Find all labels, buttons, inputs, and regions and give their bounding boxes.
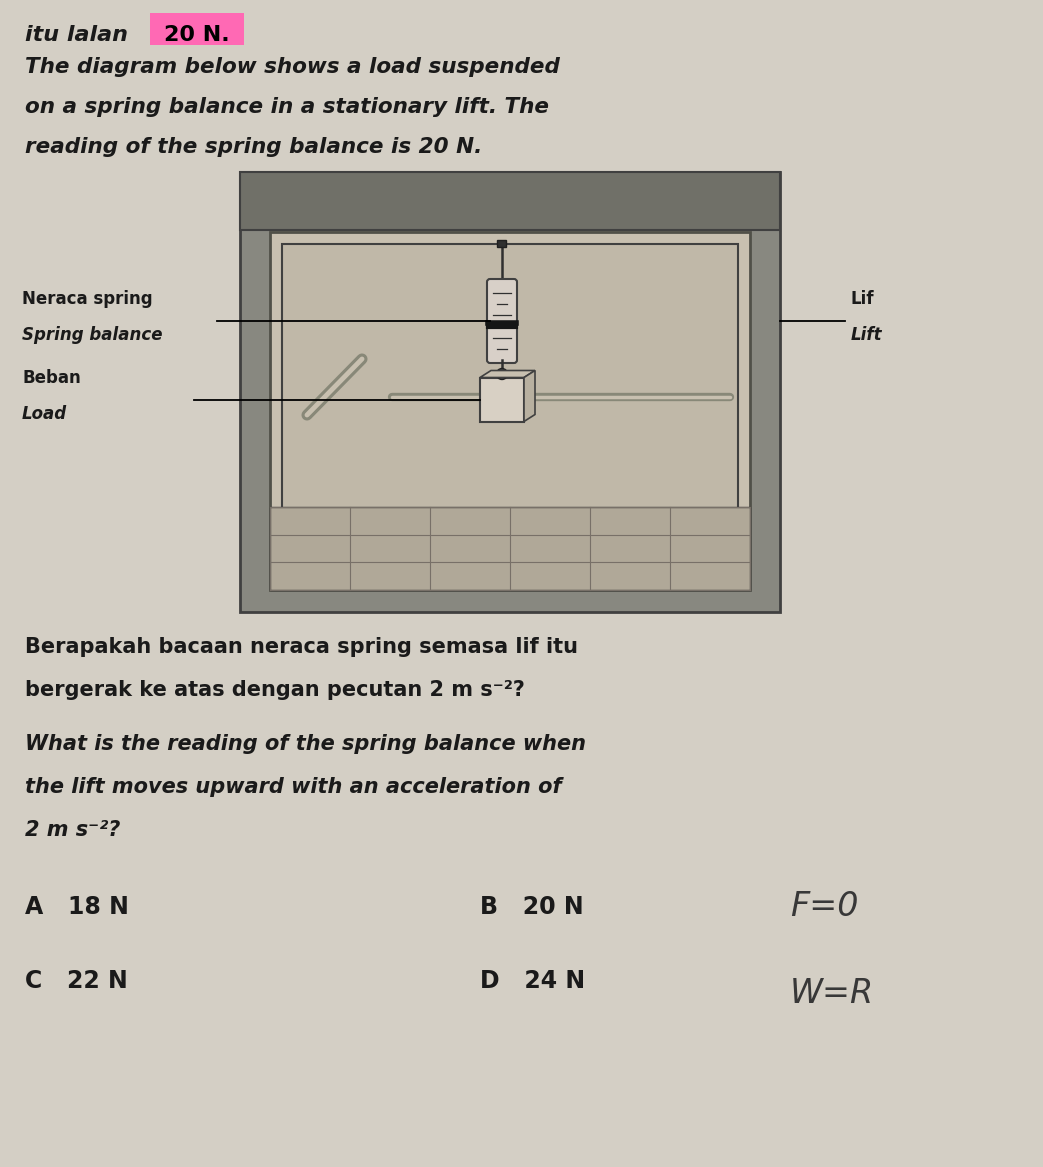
Text: C   22 N: C 22 N: [25, 969, 127, 993]
Text: Lif: Lif: [851, 291, 874, 308]
Text: A   18 N: A 18 N: [25, 895, 129, 918]
Bar: [240, 172, 780, 612]
FancyBboxPatch shape: [150, 13, 244, 46]
Text: Lift: Lift: [851, 326, 882, 344]
Text: D   24 N: D 24 N: [480, 969, 585, 993]
Text: W=R: W=R: [790, 977, 874, 1009]
Text: Berapakah bacaan neraca spring semasa lif itu: Berapakah bacaan neraca spring semasa li…: [25, 637, 578, 657]
Text: on a spring balance in a stationary lift. The: on a spring balance in a stationary lift…: [25, 97, 549, 117]
Text: 2 m s⁻²?: 2 m s⁻²?: [25, 820, 120, 840]
Text: F=0: F=0: [790, 890, 858, 923]
Polygon shape: [480, 370, 535, 377]
Text: The diagram below shows a load suspended: The diagram below shows a load suspended: [25, 57, 560, 77]
Text: Load: Load: [22, 405, 67, 422]
Text: Neraca spring: Neraca spring: [22, 291, 152, 308]
Bar: [270, 232, 750, 591]
Polygon shape: [524, 370, 535, 421]
Bar: [498, 240, 507, 247]
Bar: [270, 506, 750, 591]
Circle shape: [496, 369, 508, 379]
Text: B   20 N: B 20 N: [480, 895, 584, 918]
Bar: [282, 244, 738, 578]
Text: Beban: Beban: [22, 369, 80, 386]
Text: reading of the spring balance is 20 N.: reading of the spring balance is 20 N.: [25, 137, 482, 158]
Text: bergerak ke atas dengan pecutan 2 m s⁻²?: bergerak ke atas dengan pecutan 2 m s⁻²?: [25, 680, 525, 700]
FancyBboxPatch shape: [487, 279, 517, 363]
Bar: [240, 172, 780, 230]
Text: Spring balance: Spring balance: [22, 326, 163, 344]
Text: 20 N.: 20 N.: [164, 25, 229, 46]
Text: itu lalan: itu lalan: [25, 25, 136, 46]
Bar: [480, 377, 524, 421]
Text: the lift moves upward with an acceleration of: the lift moves upward with an accelerati…: [25, 777, 561, 797]
Text: What is the reading of the spring balance when: What is the reading of the spring balanc…: [25, 734, 586, 754]
